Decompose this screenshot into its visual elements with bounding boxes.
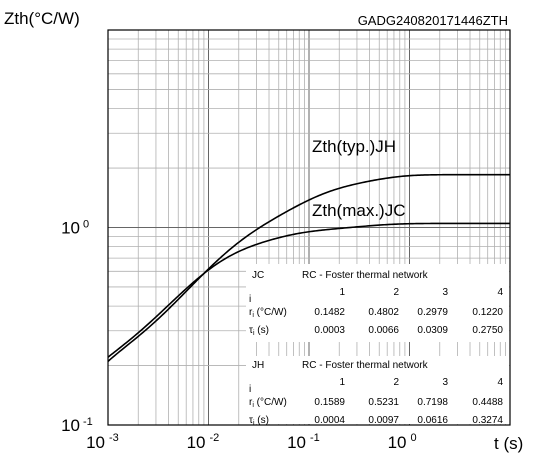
x-tick-label-exp: 0: [411, 432, 417, 444]
tick-labels: 10 -3 10 -2 10 -1 10 010 010 -1: [61, 219, 417, 453]
r-symbol: r: [249, 307, 253, 318]
series-line-1: [107, 222, 510, 358]
y-tick-label-exp: 0: [83, 219, 89, 231]
table-r-value: 0.2979: [417, 307, 448, 318]
r-subscript: i: [252, 312, 254, 319]
table-r-value: 0.1220: [472, 307, 503, 318]
table-tau-value: 0.0066: [368, 325, 399, 336]
table-title: RC - Foster thermal network: [302, 270, 429, 281]
table-title: RC - Foster thermal network: [302, 360, 429, 371]
y-axis-label: Zth(°C/W): [4, 9, 80, 28]
table-index-label: i: [249, 384, 251, 395]
table-tau-value: 0.3274: [472, 415, 503, 426]
x-tick-label-base: 10: [86, 433, 105, 452]
table-tau-label: τi (s): [249, 325, 269, 337]
table-r-value: 0.7198: [417, 397, 448, 408]
table-r-value: 0.1482: [314, 307, 345, 318]
table-index-label: i: [249, 294, 251, 305]
table-column-header: 4: [497, 377, 503, 388]
table-tau-value: 0.0004: [314, 415, 345, 426]
table-column-header: 4: [497, 287, 503, 298]
r-symbol: r: [249, 397, 253, 408]
r-unit: (°C/W): [254, 397, 287, 408]
series-label-typ-jh: Zth(typ.)JH: [312, 137, 396, 156]
table-r-value: 0.4802: [368, 307, 399, 318]
plot-frame: [107, 29, 511, 426]
table-r-value: 0.1589: [314, 397, 345, 408]
x-tick-label-base: 10: [187, 433, 206, 452]
y-tick-label-base: 10: [61, 219, 80, 238]
table-column-header: 3: [442, 377, 448, 388]
tau-symbol: τ: [249, 325, 253, 336]
table-column-header: 2: [393, 287, 399, 298]
tau-symbol: τ: [249, 415, 253, 426]
table-tau-label: τi (s): [249, 415, 269, 427]
x-tick-label-exp: -3: [109, 432, 119, 444]
tau-subscript: i: [253, 420, 255, 427]
table-tau-value: 0.0003: [314, 325, 345, 336]
r-unit: (°C/W): [254, 307, 287, 318]
x-tick-label-base: 10: [287, 433, 306, 452]
y-tick-label-exp: -1: [83, 416, 93, 428]
table-jc-background: [246, 264, 509, 342]
y-tick-label-base: 10: [61, 416, 80, 435]
table-tau-value: 0.0309: [417, 325, 448, 336]
table-tau-value: 0.2750: [472, 325, 503, 336]
table-column-header: 1: [339, 377, 345, 388]
x-tick-label-exp: -2: [210, 432, 220, 444]
table-jh-background: [246, 356, 509, 424]
x-tick-label-exp: -1: [310, 432, 320, 444]
table-id: JC: [252, 270, 264, 281]
table-column-header: 3: [442, 287, 448, 298]
table-column-header: 1: [339, 287, 345, 298]
tau-subscript: i: [253, 330, 255, 337]
series-lines: [107, 173, 510, 362]
x-tick-label-base: 10: [388, 433, 407, 452]
tau-unit: (s): [255, 325, 269, 336]
tau-unit: (s): [255, 415, 269, 426]
axis-labels: Zth(typ.)JH Zth(max.)JC Zth(°C/W) GADG24082…: [4, 9, 523, 453]
table-masks: [246, 264, 509, 424]
table-tau-value: 0.0097: [368, 415, 399, 426]
header-code: GADG240820171446ZTH: [358, 13, 508, 28]
table-column-header: 2: [393, 377, 399, 388]
series-line-0: [107, 173, 510, 362]
table-r-label: ri (°C/W): [249, 307, 287, 319]
series-label-max-jc: Zth(max.)JC: [312, 201, 406, 220]
table-id: JH: [252, 360, 264, 371]
x-axis-label: t (s): [494, 434, 523, 453]
table-r-value: 0.4488: [472, 397, 503, 408]
table-tau-value: 0.0616: [417, 415, 448, 426]
table-r-label: ri (°C/W): [249, 397, 287, 409]
r-subscript: i: [252, 402, 254, 409]
table-r-value: 0.5231: [368, 397, 399, 408]
